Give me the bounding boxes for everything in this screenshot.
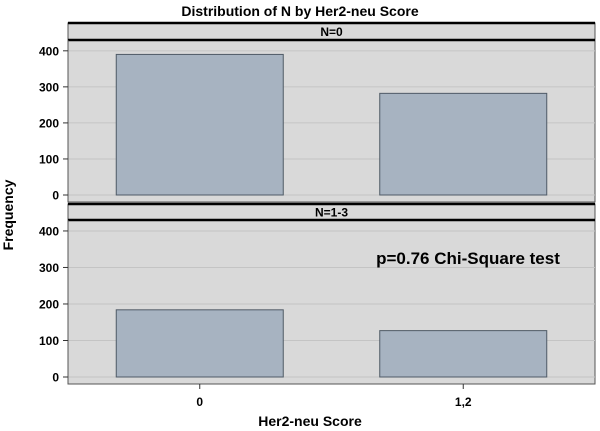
y-tick-label: 0 [52, 371, 59, 385]
y-tick-label: 300 [39, 261, 59, 275]
y-tick-label: 100 [39, 152, 59, 166]
y-tick-label: 400 [39, 44, 59, 58]
y-tick-label: 200 [39, 116, 59, 130]
bar-0 [115, 53, 284, 196]
chart-title: Distribution of N by Her2-neu Score [181, 3, 418, 19]
x-tick-label: 1,2 [455, 395, 472, 409]
annotation-p-value: p=0.76 Chi-Square test [376, 249, 560, 268]
y-tick-label: 100 [39, 334, 59, 348]
panel-bars [115, 309, 548, 378]
x-axis-title: Her2-neu Score [258, 413, 362, 429]
panel-label: N=1-3 [315, 206, 348, 220]
y-axis: 0 100 200 300 400 [39, 40, 69, 203]
x-tick-label: 0 [196, 395, 203, 409]
panel-label: N=0 [320, 25, 343, 39]
y-tick-label: 300 [39, 80, 59, 94]
panel-n-1-3: N=1-3 0 100 200 300 400 p=0.76 Chi-Square te… [39, 202, 596, 385]
panel-n-0: N=0 0 100 200 300 400 [39, 21, 596, 203]
y-axis-title: Frequency [0, 179, 16, 250]
y-tick-label: 200 [39, 297, 59, 311]
bar-1-2 [379, 92, 548, 196]
y-tick-label: 0 [52, 189, 59, 203]
y-axis: 0 100 200 300 400 [39, 220, 69, 385]
y-tick-label: 400 [39, 224, 59, 238]
bar-0 [115, 309, 284, 378]
bar-1-2 [379, 330, 548, 378]
panel-bars [115, 53, 548, 196]
x-axis: 0 1,2 [196, 384, 472, 409]
